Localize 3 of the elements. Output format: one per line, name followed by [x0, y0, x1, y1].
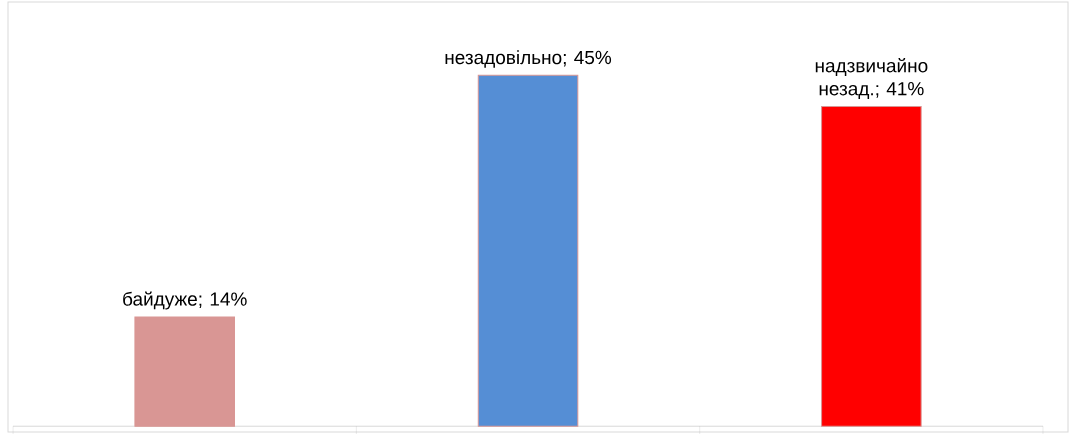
data-label: незадовільно; 45%: [445, 50, 612, 68]
data-label: надзвичайно незад.; 41%: [815, 58, 928, 99]
data-label: байдуже; 14%: [123, 291, 247, 310]
